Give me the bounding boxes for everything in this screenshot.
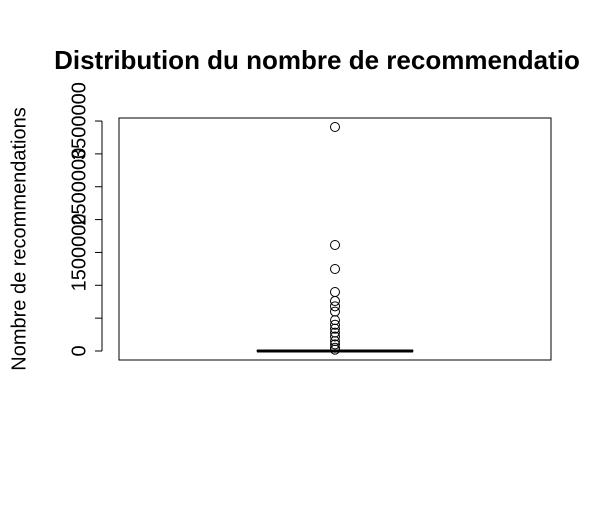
y-axis-label: Nombre de recommendations: [8, 107, 30, 370]
outlier: [330, 344, 340, 355]
y-tick-label: 3500000: [68, 82, 90, 160]
outlier: [330, 306, 340, 317]
y-tick-label: 0: [68, 345, 90, 356]
y-tick-label: 2500000: [68, 148, 90, 226]
outlier: [330, 339, 340, 350]
outlier: [330, 240, 340, 251]
outlier: [330, 331, 340, 342]
outlier: [330, 286, 340, 297]
outlier: [330, 323, 340, 334]
outlier: [330, 301, 340, 312]
outlier: [330, 296, 340, 307]
plot-frame: [118, 117, 552, 361]
y-tick-label: 1500000: [68, 213, 90, 291]
outlier: [330, 319, 340, 330]
chart-title: Distribution du nombre de recommendatio: [54, 45, 580, 75]
outlier: [330, 122, 340, 133]
outlier: [330, 263, 340, 274]
